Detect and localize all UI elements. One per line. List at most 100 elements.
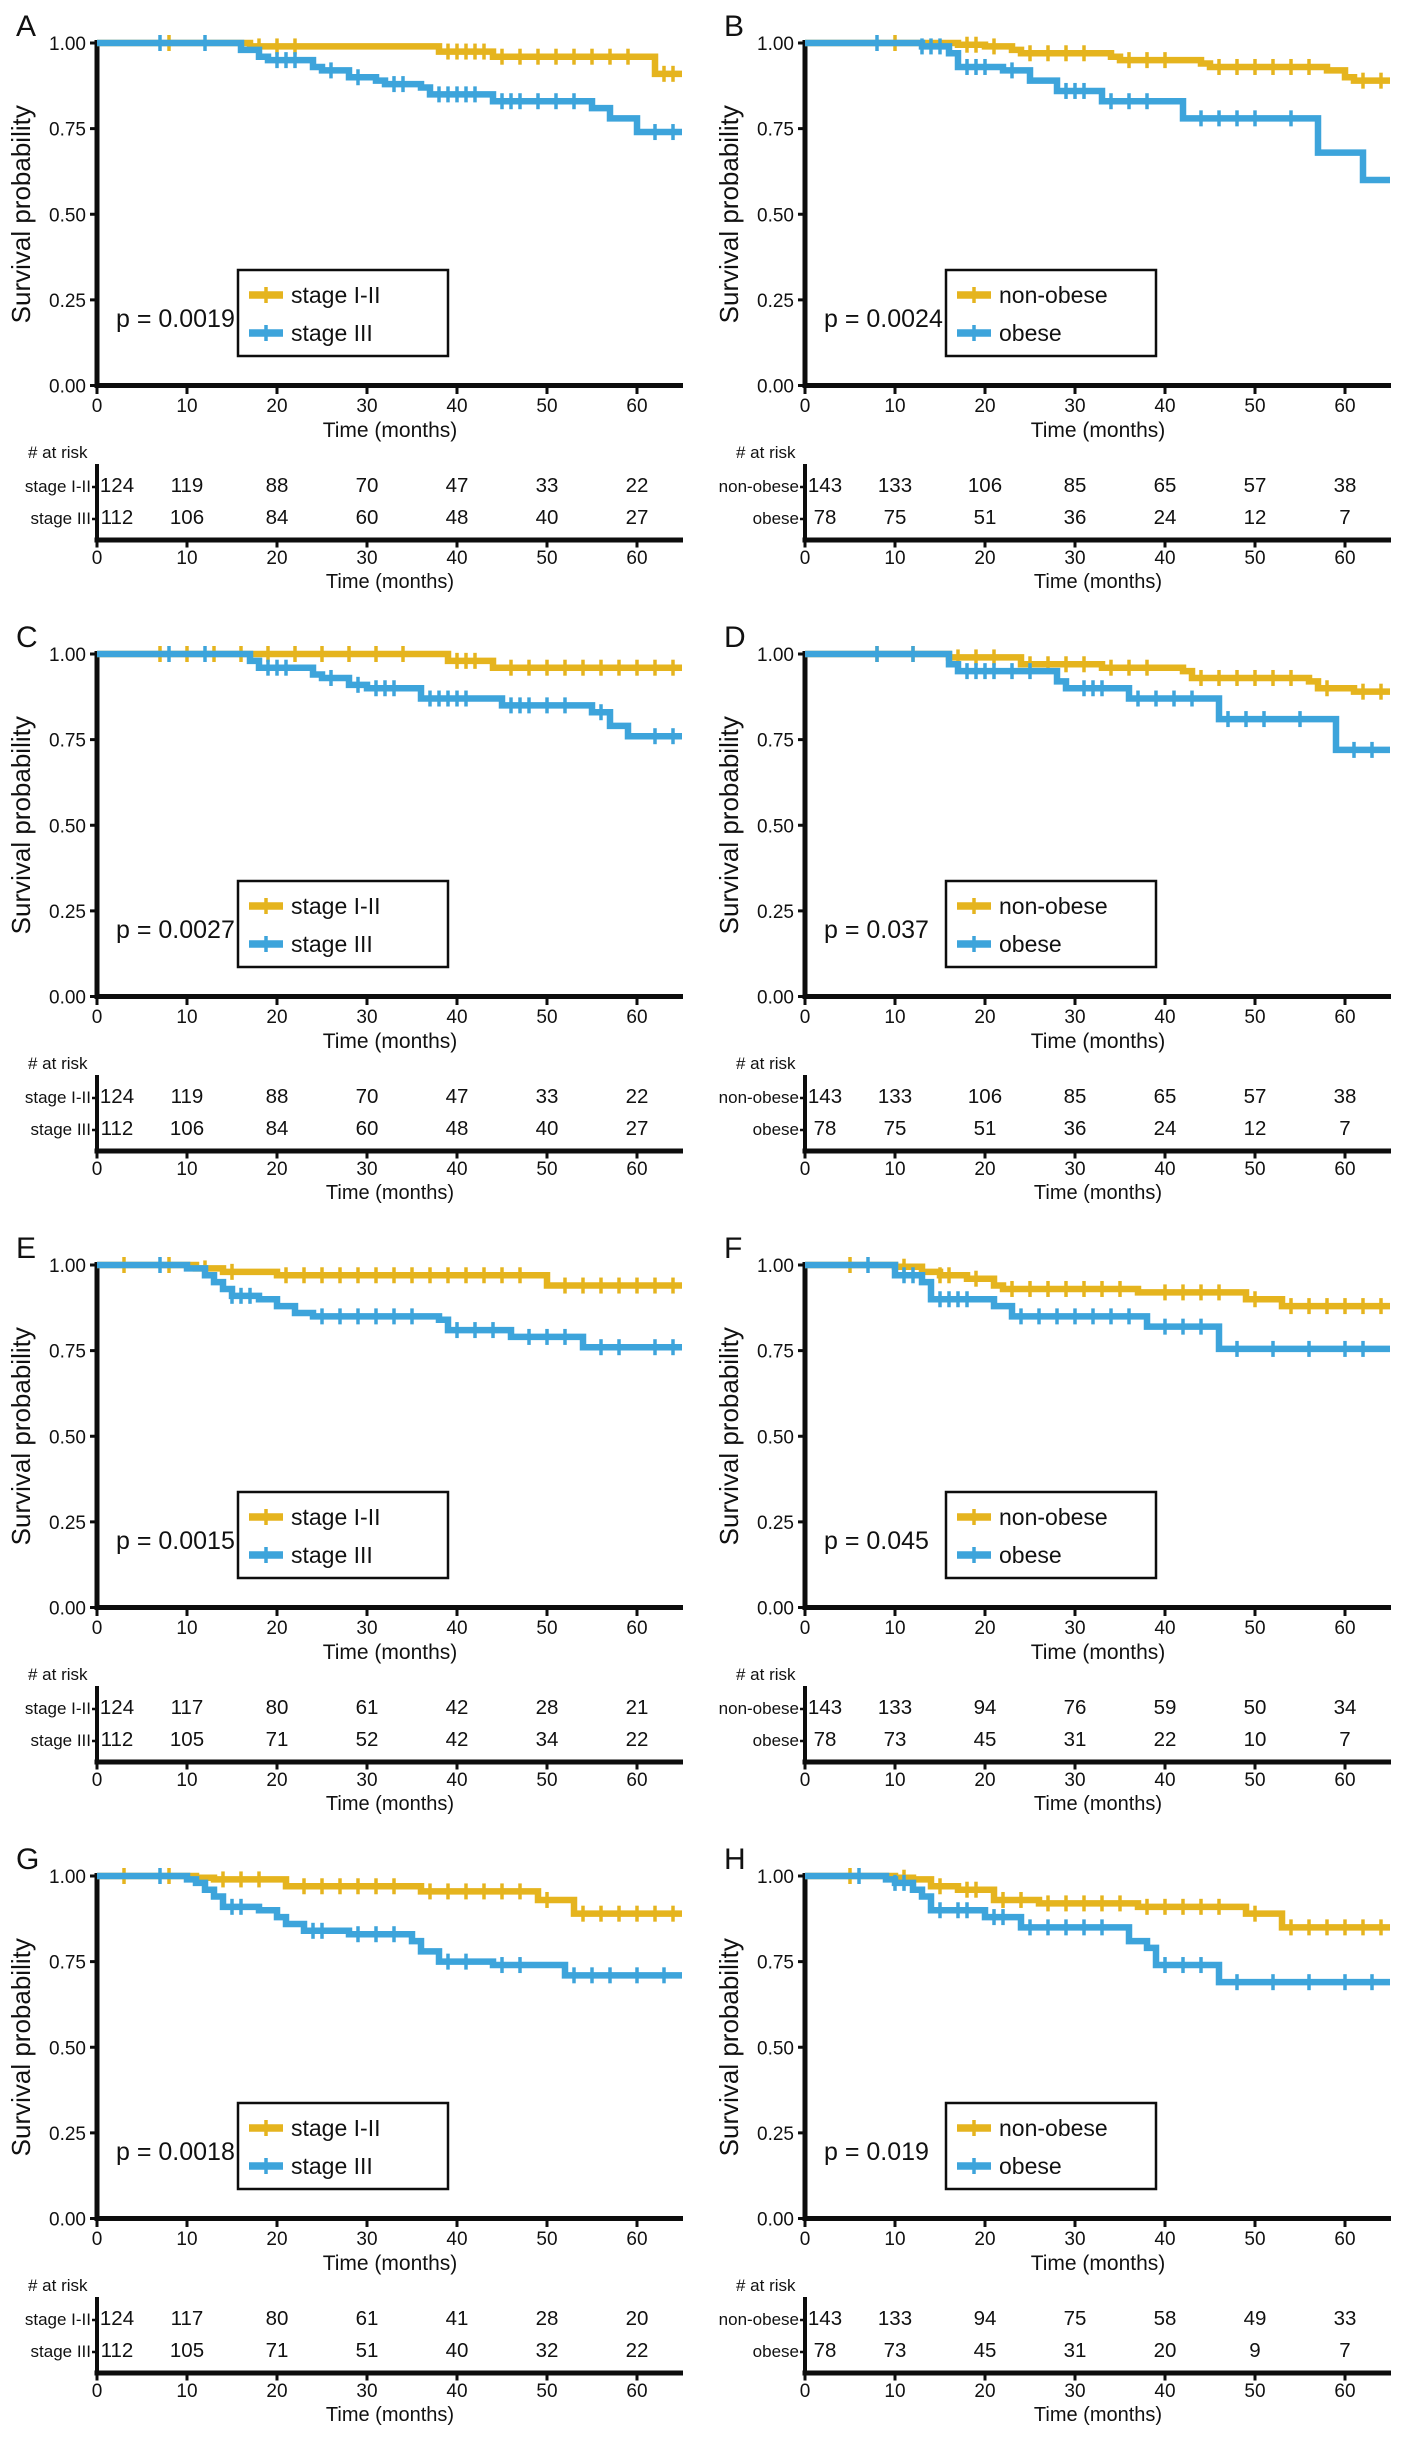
x-tick-label: 30: [1064, 1007, 1085, 1028]
panel-c: C Survival probability 1.00 0.75 0.50 0.25 0.0…: [0, 611, 708, 1222]
legend-label: stage III: [291, 320, 373, 346]
risk-count: 112: [101, 2339, 134, 2362]
risk-count: 60: [356, 506, 379, 529]
legend-label: stage I-II: [291, 282, 380, 308]
risk-row-label: non-obese: [719, 1699, 799, 1718]
y-tick-label: 0.25: [757, 2124, 794, 2145]
risk-count: 52: [356, 1728, 379, 1751]
risk-x-tick-label: 20: [266, 1770, 287, 1791]
risk-x-tick-label: 10: [884, 1159, 905, 1180]
x-axis-title: Time (months): [1031, 419, 1166, 442]
x-tick-label: 40: [446, 396, 467, 417]
legend-label: obese: [999, 2153, 1062, 2179]
x-axis-title: Time (months): [323, 1641, 458, 1664]
y-tick-label: 0.00: [757, 377, 794, 398]
x-axis-title: Time (months): [323, 419, 458, 442]
risk-count: 36: [1064, 1117, 1087, 1140]
risk-count: 60: [356, 1117, 379, 1140]
panel-letter: D: [724, 621, 746, 654]
risk-x-tick-label: 10: [176, 1770, 197, 1791]
risk-x-tick-label: 40: [446, 548, 467, 569]
panel-d: D Survival probability 1.00 0.75 0.50 0.25 0.0…: [708, 611, 1416, 1222]
risk-x-tick-label: 10: [176, 548, 197, 569]
risk-count: 133: [878, 1085, 912, 1108]
risk-count: 33: [536, 474, 559, 497]
risk-count: 143: [808, 1085, 842, 1108]
risk-count: 51: [974, 506, 997, 529]
risk-count: 117: [171, 1696, 204, 1719]
risk-x-axis-title: Time (months): [326, 1182, 454, 1204]
p-value-label: p = 0.037: [824, 916, 929, 944]
risk-x-tick-label: 50: [536, 1770, 557, 1791]
risk-count: 106: [968, 474, 1002, 497]
risk-x-tick-label: 50: [1244, 1159, 1265, 1180]
risk-count: 21: [626, 1696, 649, 1719]
panel-g: G Survival probability 1.00 0.75 0.50 0.25 0.0…: [0, 1833, 708, 2444]
y-tick-label: 1.00: [757, 34, 794, 55]
x-tick-label: 60: [1334, 2229, 1355, 2250]
risk-x-tick-label: 20: [974, 1159, 995, 1180]
at-risk-title: # at risk: [28, 443, 88, 462]
risk-x-axis-title: Time (months): [1034, 2404, 1162, 2426]
risk-x-tick-label: 40: [1154, 1159, 1175, 1180]
x-tick-label: 30: [356, 1618, 377, 1639]
x-tick-label: 30: [1064, 396, 1085, 417]
risk-x-tick-label: 50: [1244, 1770, 1265, 1791]
survival-curve-non-obese: [805, 39, 1390, 84]
legend-box: [236, 268, 450, 358]
risk-count: 133: [878, 2307, 912, 2330]
x-axis-title: Time (months): [323, 2252, 458, 2275]
x-tick-label: 60: [626, 396, 647, 417]
risk-count: 78: [814, 1728, 837, 1751]
risk-count: 31: [1064, 2339, 1087, 2362]
risk-count: 124: [100, 1085, 134, 1108]
x-tick-label: 20: [974, 396, 995, 417]
risk-count: 48: [446, 506, 469, 529]
risk-count: 38: [1334, 1085, 1357, 1108]
y-axis-title: Survival probability: [714, 1327, 744, 1545]
survival-curve-stage III: [97, 1872, 682, 1979]
risk-row-label: stage III: [31, 2342, 91, 2361]
risk-x-tick-label: 60: [1334, 2381, 1355, 2402]
risk-x-tick-label: 40: [446, 2381, 467, 2402]
x-tick-label: 20: [266, 2229, 287, 2250]
risk-count: 12: [1244, 506, 1267, 529]
y-tick-label: 0.50: [49, 816, 86, 837]
risk-count: 20: [626, 2307, 649, 2330]
legend-label: obese: [999, 931, 1062, 957]
risk-count: 31: [1064, 1728, 1087, 1751]
at-risk-title: # at risk: [736, 443, 796, 462]
risk-count: 85: [1064, 1085, 1087, 1108]
risk-count: 70: [356, 1085, 379, 1108]
risk-count: 124: [100, 474, 134, 497]
y-tick-label: 0.50: [757, 2038, 794, 2059]
legend-label: stage I-II: [291, 893, 380, 919]
risk-count: 58: [1154, 2307, 1177, 2330]
y-tick-label: 0.25: [49, 902, 86, 923]
panel-e: E Survival probability 1.00 0.75 0.50 0.25 0.0…: [0, 1222, 708, 1833]
x-tick-label: 0: [800, 1007, 811, 1028]
y-tick-label: 0.75: [49, 120, 86, 141]
at-risk-title: # at risk: [28, 1665, 88, 1684]
risk-count: 80: [266, 1696, 289, 1719]
risk-count: 61: [356, 1696, 379, 1719]
x-tick-label: 30: [356, 396, 377, 417]
risk-count: 105: [170, 1728, 204, 1751]
risk-row-label: non-obese: [719, 1088, 799, 1107]
risk-count: 34: [1334, 1696, 1357, 1719]
p-value-label: p = 0.0024: [824, 305, 943, 333]
risk-count: 32: [536, 2339, 559, 2362]
risk-row-label: obese: [753, 2342, 799, 2361]
risk-count: 34: [536, 1728, 559, 1751]
x-tick-label: 0: [800, 1618, 811, 1639]
risk-row-label: stage I-II: [25, 477, 91, 496]
x-tick-label: 20: [974, 1007, 995, 1028]
legend-box: [236, 1490, 450, 1580]
x-tick-label: 10: [884, 396, 905, 417]
x-tick-label: 20: [266, 1007, 287, 1028]
legend-label: non-obese: [999, 2115, 1108, 2141]
y-tick-label: 1.00: [49, 1867, 86, 1888]
y-axis-title: Survival probability: [714, 105, 744, 323]
risk-x-tick-label: 30: [1064, 1770, 1085, 1791]
